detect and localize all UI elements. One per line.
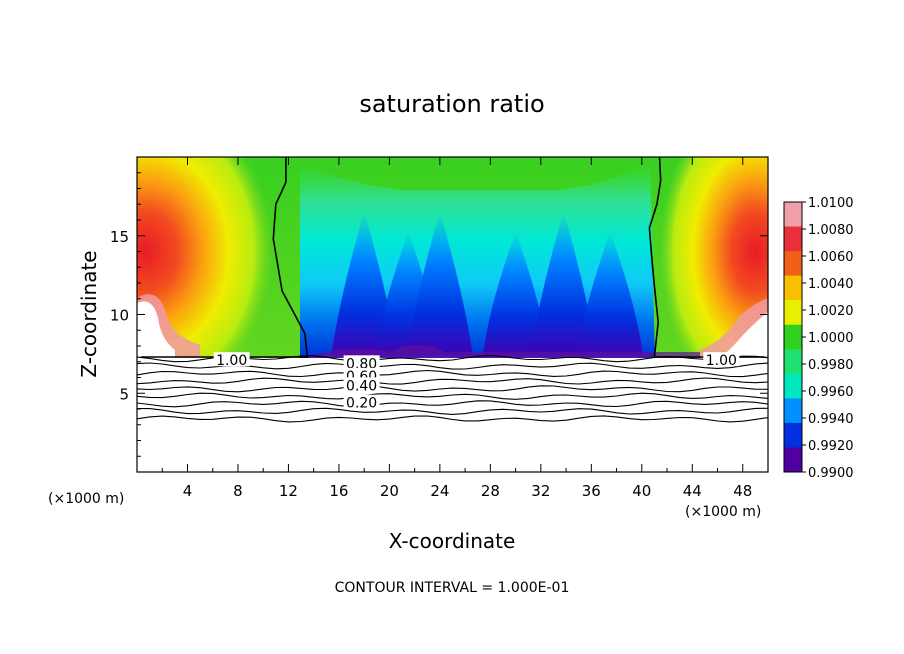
y-tick-label-15: 15 bbox=[110, 228, 129, 246]
plume-5 bbox=[530, 212, 597, 356]
x-unit-right: (×1000 m) bbox=[685, 504, 761, 520]
plume-6 bbox=[577, 231, 644, 356]
colorbar-label-3: 1.0060 bbox=[808, 250, 854, 265]
field-surface-purple bbox=[300, 344, 700, 358]
x-tick-label-8: 8 bbox=[233, 482, 243, 500]
field-right-notch bbox=[722, 312, 768, 356]
x-tick-label-48: 48 bbox=[733, 482, 752, 500]
x-tick-label-24: 24 bbox=[430, 482, 449, 500]
contour-label-5: 0.20 bbox=[346, 396, 377, 412]
colorbar-band-3 bbox=[784, 251, 802, 277]
field-plumes bbox=[331, 212, 644, 356]
x-tick-label-16: 16 bbox=[329, 482, 348, 500]
field-lower-blank bbox=[137, 358, 768, 472]
colorbar-label-1: 1.0100 bbox=[808, 196, 854, 211]
x-axis-ticks: 4 8 12 16 20 24 28 32 36 40 44 48 bbox=[161, 157, 752, 500]
plume-3 bbox=[407, 212, 473, 356]
contour-labels: 1.00 0.800.600.400.201.00 bbox=[213, 352, 740, 412]
colorbar-label-6: 1.0000 bbox=[808, 331, 854, 346]
contour-lines bbox=[137, 355, 768, 423]
colorbar-label-4: 1.0040 bbox=[808, 277, 854, 292]
contour-0.70 bbox=[137, 369, 768, 378]
colorbar-band-1 bbox=[784, 202, 802, 228]
chart-title: saturation ratio bbox=[359, 90, 544, 118]
plume-1 bbox=[331, 212, 397, 356]
contour-label-6: 1.00 bbox=[706, 353, 737, 369]
contour-label-bg-2 bbox=[343, 355, 380, 370]
y-axis-ticks: 5 10 15 bbox=[110, 172, 768, 457]
contour-label-bg-1 bbox=[213, 352, 250, 367]
colorbar-label-9: 0.9940 bbox=[808, 412, 854, 427]
colorbar-band-6 bbox=[784, 324, 802, 350]
x-tick-label-28: 28 bbox=[481, 482, 500, 500]
colorbar-label-8: 0.9960 bbox=[808, 385, 854, 400]
colorbar-label-7: 0.9980 bbox=[808, 358, 854, 373]
x-tick-label-20: 20 bbox=[380, 482, 399, 500]
contour-0.20 bbox=[137, 407, 768, 415]
contour-label-bg-6 bbox=[703, 352, 740, 367]
y-tick-label-10: 10 bbox=[110, 307, 129, 325]
plume-4 bbox=[482, 231, 549, 356]
colorbar-label-2: 1.0080 bbox=[808, 223, 854, 238]
contour-0.50 bbox=[137, 385, 768, 393]
field-layer bbox=[137, 157, 768, 472]
x-tick-label-40: 40 bbox=[632, 482, 651, 500]
colorbar: 1.0100 1.0080 1.0060 1.0040 1.0020 1.0000 0.99… bbox=[783, 196, 854, 481]
colorbar-label-10: 0.9920 bbox=[808, 439, 854, 454]
y-axis-label: Z-coordinate bbox=[77, 250, 101, 377]
colorbar-band-5 bbox=[784, 300, 802, 326]
contour-label-bg-4 bbox=[343, 377, 380, 392]
x-tick-label-44: 44 bbox=[683, 482, 702, 500]
contour-0.60 bbox=[137, 377, 768, 385]
contour-label-4: 0.40 bbox=[346, 378, 377, 394]
x-tick-label-32: 32 bbox=[531, 482, 550, 500]
x-axis-label: X-coordinate bbox=[389, 529, 516, 553]
colorbar-label-5: 1.0020 bbox=[808, 304, 854, 319]
colorbar-band-4 bbox=[784, 275, 802, 301]
x-tick-label-36: 36 bbox=[582, 482, 601, 500]
x-unit-left: (×1000 m) bbox=[48, 491, 124, 507]
colorbar-band-7 bbox=[784, 349, 802, 375]
y-tick-label-5: 5 bbox=[119, 385, 129, 403]
isoline-1-00-left bbox=[140, 157, 309, 358]
colorbar-band-11 bbox=[784, 447, 802, 473]
contour-label-bg-5 bbox=[343, 394, 380, 409]
x-tick-label-4: 4 bbox=[183, 482, 193, 500]
colorbar-band-2 bbox=[784, 226, 802, 252]
contour-0.30 bbox=[137, 400, 768, 408]
colorbar-band-10 bbox=[784, 422, 802, 448]
x-tick-label-12: 12 bbox=[279, 482, 298, 500]
footer-contour-interval: CONTOUR INTERVAL = 1.000E-01 bbox=[335, 580, 570, 596]
colorbar-band-8 bbox=[784, 373, 802, 399]
colorbar-label-11: 0.9900 bbox=[808, 466, 854, 481]
contour-0.10 bbox=[137, 415, 768, 423]
contour-0.40 bbox=[137, 392, 768, 400]
contour-label-1: 1.00 bbox=[216, 353, 247, 369]
colorbar-band-9 bbox=[784, 398, 802, 424]
field-left-notch bbox=[137, 301, 175, 358]
